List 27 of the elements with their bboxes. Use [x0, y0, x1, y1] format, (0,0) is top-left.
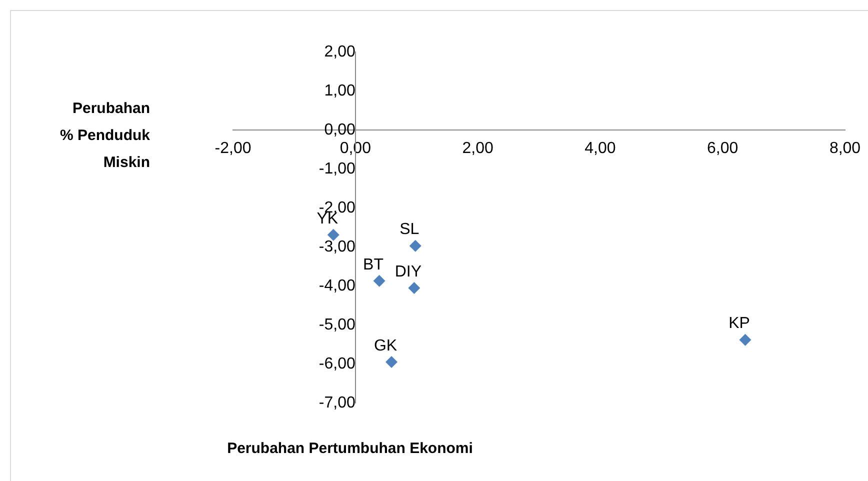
point — [408, 282, 420, 294]
x-tick-label: 4,00 — [584, 140, 616, 158]
x-tick-label: -2,00 — [214, 140, 252, 158]
annotation: DIY — [394, 263, 422, 280]
point — [386, 356, 398, 368]
y-tick-label: -4,00 — [318, 277, 356, 294]
point — [327, 228, 340, 241]
y-tick-label: -3,00 — [318, 238, 356, 256]
annotation: KP — [728, 315, 750, 332]
y-tick-label: -5,00 — [318, 316, 356, 334]
y-tick-label: -7,00 — [318, 394, 356, 412]
point — [373, 274, 386, 287]
annotation: SL — [400, 221, 420, 238]
annotation: BT — [363, 256, 384, 274]
point — [739, 334, 752, 346]
y-tick-label: -6,00 — [318, 355, 356, 372]
y-tick-label: 0,00 — [324, 121, 356, 138]
y-tick-label: 1,00 — [324, 82, 356, 100]
y-tick-label: -1,00 — [318, 160, 356, 178]
x-tick-label: 2,00 — [462, 140, 494, 158]
annotation: GK — [374, 337, 398, 354]
x-tick-label: 6,00 — [707, 140, 738, 158]
y-tick-label: 2,00 — [324, 43, 356, 60]
x-axis-title: Perubahan Pertumbuhan Ekonomi — [227, 440, 473, 458]
x-tick-label: 8,00 — [829, 140, 861, 158]
y-axis-title: Perubahan % Penduduk Miskin — [60, 100, 151, 172]
point — [409, 240, 422, 252]
